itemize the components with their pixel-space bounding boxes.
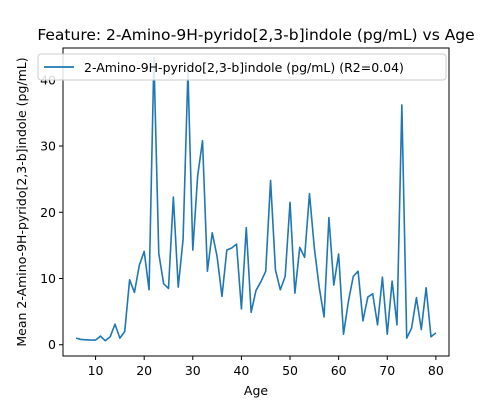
x-tick-label: 40 [233, 363, 249, 378]
plot-area: 10 20 30 40 50 60 70 80 0 10 20 30 40 [40, 47, 450, 378]
chart-title: Feature: 2-Amino-9H-pyrido[2,3-b]indole … [37, 26, 474, 44]
x-axis-label: Age [244, 383, 268, 398]
legend: 2-Amino-9H-pyrido[2,3-b]indole (pg/mL) (… [37, 53, 447, 81]
y-tick-label: 0 [48, 337, 56, 352]
y-tick-label: 10 [40, 271, 56, 286]
y-axis-ticks: 010203040 [40, 72, 63, 352]
legend-entry: 2-Amino-9H-pyrido[2,3-b]indole (pg/mL) (… [84, 60, 404, 75]
y-tick-label: 20 [40, 205, 56, 220]
x-tick-label: 10 [88, 363, 104, 378]
y-tick-label: 30 [40, 139, 56, 154]
x-axis-ticks: 10 20 30 40 50 60 70 80 [88, 356, 444, 378]
legend-box [37, 53, 447, 81]
x-tick-label: 60 [331, 363, 347, 378]
series-line [75, 57, 437, 342]
x-tick-label: 80 [428, 363, 444, 378]
x-tick-label: 70 [379, 363, 395, 378]
x-tick-label: 20 [136, 363, 152, 378]
y-axis-label: Mean 2-Amino-9H-pyrido[2,3-b]indole (pg/… [14, 57, 29, 346]
x-tick-label: 30 [185, 363, 201, 378]
x-tick-label: 50 [282, 363, 298, 378]
plot-frame [62, 47, 450, 357]
